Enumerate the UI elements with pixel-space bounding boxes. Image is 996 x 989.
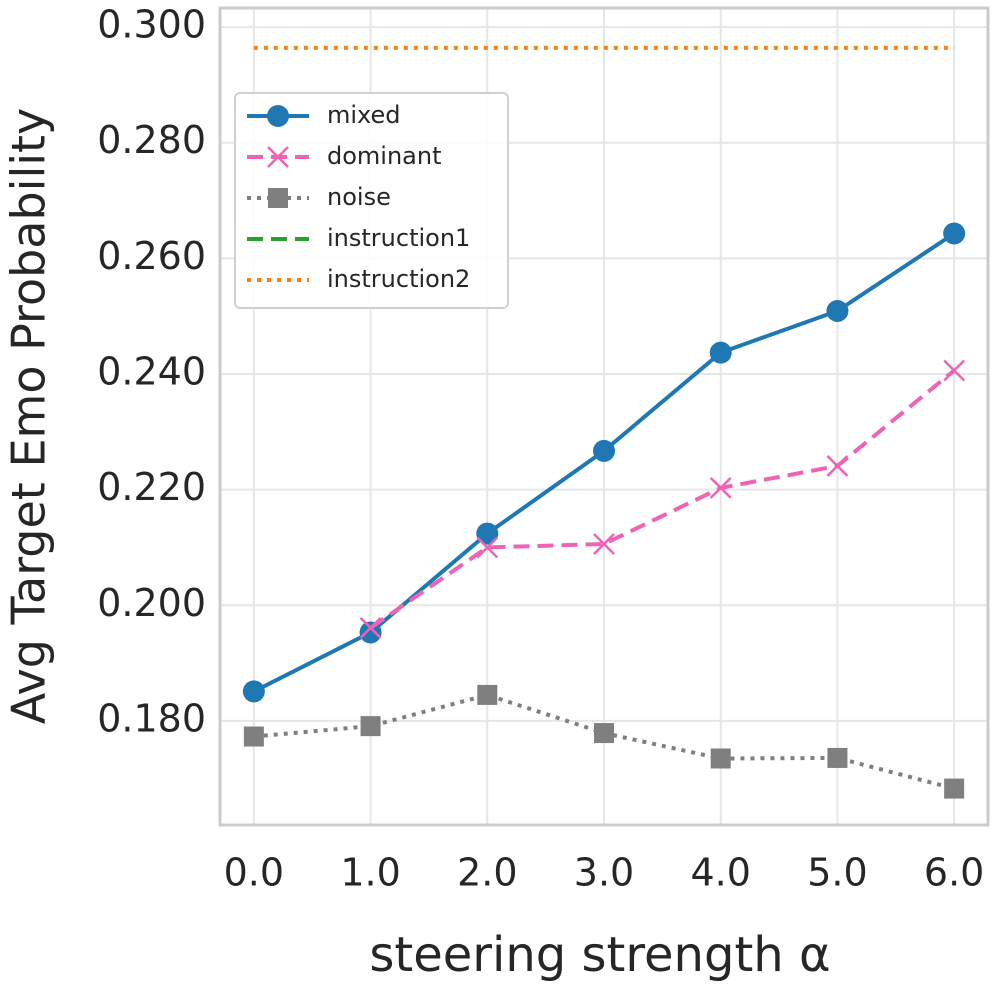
legend-label: mixed	[327, 101, 401, 129]
marker	[243, 726, 264, 747]
marker	[594, 723, 614, 744]
marker	[826, 299, 849, 322]
marker	[826, 455, 849, 477]
marker	[593, 533, 615, 555]
y-tick-label: 0.280	[97, 118, 206, 162]
marker	[242, 680, 265, 703]
marker	[709, 341, 732, 364]
y-tick-label: 0.240	[97, 350, 206, 394]
x-tick-label: 2.0	[457, 851, 517, 895]
x-tick-label: 5.0	[807, 851, 867, 895]
y-tick-label: 0.300	[97, 3, 206, 47]
marker	[943, 359, 966, 382]
legend-label: instruction2	[327, 265, 470, 293]
legend-label: instruction1	[327, 224, 470, 252]
legend-label: noise	[327, 183, 391, 211]
legend: mixed dominant noise instruction1 instructio…	[234, 92, 509, 309]
marker	[476, 522, 499, 545]
marker	[710, 748, 731, 769]
x-tick-label: 4.0	[690, 851, 750, 895]
marker	[360, 716, 381, 737]
x-tick-label: 6.0	[924, 851, 984, 895]
marker	[359, 621, 382, 644]
y-tick-label: 0.260	[97, 234, 206, 278]
legend-label: dominant	[327, 142, 442, 170]
marker	[267, 105, 289, 127]
y-tick-label: 0.180	[97, 696, 206, 740]
marker	[827, 747, 848, 768]
x-axis-label: steering strength α	[369, 927, 830, 983]
marker	[268, 188, 288, 208]
series-line	[369, 368, 956, 630]
marker	[593, 439, 615, 462]
marker	[359, 616, 382, 639]
marker	[477, 684, 498, 705]
marker	[943, 222, 966, 245]
x-tick-label: 0.0	[224, 851, 284, 895]
marker	[944, 778, 965, 799]
marker	[709, 477, 732, 499]
y-tick-label: 0.220	[97, 465, 206, 509]
x-tick-label: 3.0	[574, 851, 634, 895]
marker	[476, 536, 499, 559]
y-axis-label: Avg Target Emo Probability	[2, 108, 56, 725]
y-tick-label: 0.200	[97, 581, 206, 625]
legend-box	[234, 92, 509, 309]
marker	[267, 146, 289, 168]
x-tick-label: 1.0	[340, 851, 400, 895]
plot-frame	[218, 6, 990, 827]
